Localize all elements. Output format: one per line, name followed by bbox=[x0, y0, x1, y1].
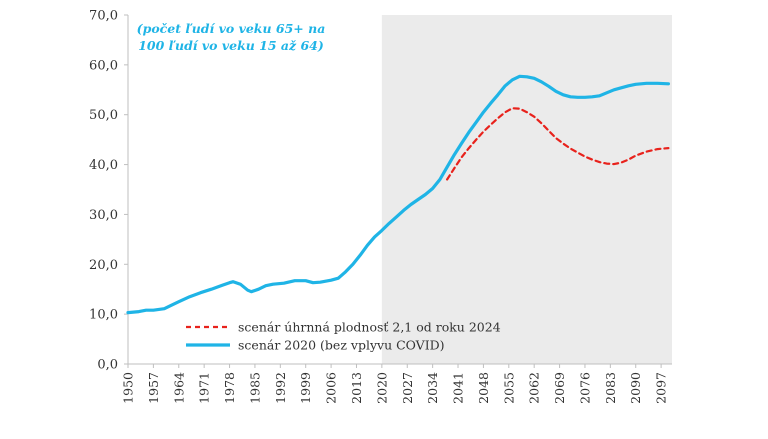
x-tick-label: 2097 bbox=[654, 372, 669, 404]
legend: scenár úhrnná plodnosť 2,1 od roku 2024 s… bbox=[186, 320, 501, 353]
x-tick-label: 2034 bbox=[425, 372, 440, 404]
projection-shading bbox=[381, 15, 672, 364]
y-tick-label: 40,0 bbox=[89, 158, 118, 173]
x-tick-label: 1971 bbox=[197, 372, 212, 404]
series-line-fertility-scenario bbox=[446, 107, 670, 181]
x-tick-label: 2048 bbox=[476, 372, 491, 404]
x-tick-label: 2076 bbox=[577, 372, 592, 404]
y-tick-label: 50,0 bbox=[89, 108, 118, 123]
series-line-scenario-2020 bbox=[126, 74, 671, 315]
x-tick-label: 1950 bbox=[121, 372, 136, 404]
x-tick-label: 2090 bbox=[628, 372, 643, 404]
x-tick-label: 2062 bbox=[527, 372, 542, 404]
legend-label: scenár úhrnná plodnosť 2,1 od roku 2024 bbox=[238, 320, 501, 335]
x-tick-label: 2069 bbox=[552, 372, 567, 404]
x-tick-label: 1978 bbox=[222, 372, 237, 404]
x-tick-label: 2083 bbox=[603, 372, 618, 404]
chart-subtitle: (počet ľudí vo veku 65+ na 100 ľudí vo v… bbox=[136, 21, 326, 53]
x-tick-label: 2027 bbox=[400, 372, 415, 404]
x-tick-label: 2055 bbox=[501, 372, 516, 404]
y-tick-label: 10,0 bbox=[89, 308, 118, 323]
x-tick-label: 2041 bbox=[451, 372, 466, 404]
x-tick-label: 1999 bbox=[298, 372, 313, 404]
y-tick-label: 60,0 bbox=[89, 58, 118, 73]
y-tick-label: 0,0 bbox=[97, 358, 118, 373]
x-tick-label: 1992 bbox=[273, 372, 288, 404]
y-tick-label: 30,0 bbox=[89, 208, 118, 223]
x-tick-label: 2006 bbox=[324, 372, 339, 404]
x-tick-label: 1985 bbox=[247, 372, 262, 404]
x-tick-label: 1964 bbox=[171, 372, 186, 404]
legend-label: scenár 2020 (bez vplyvu COVID) bbox=[238, 338, 445, 353]
y-tick-label: 70,0 bbox=[89, 9, 118, 24]
x-tick-label: 2020 bbox=[374, 372, 389, 404]
y-tick-label: 20,0 bbox=[89, 258, 118, 273]
x-tick-label: 2013 bbox=[349, 372, 364, 404]
x-tick-label: 1957 bbox=[146, 372, 161, 404]
